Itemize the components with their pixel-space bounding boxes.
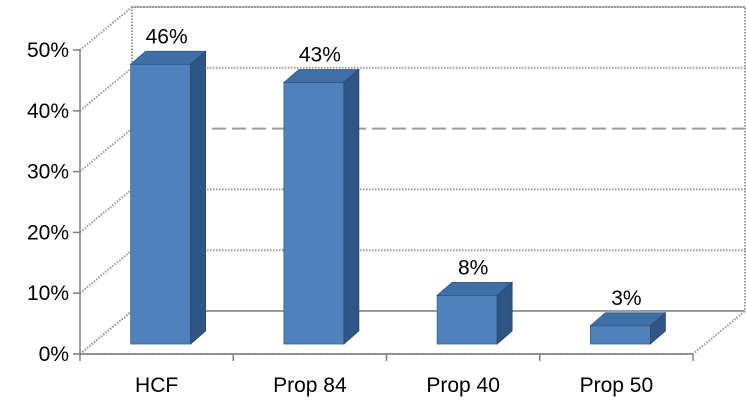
bar-hcf (130, 63, 192, 345)
x-tick-label: Prop 84 (273, 374, 347, 397)
y-tick-label: 0% (39, 343, 69, 366)
bars (129, 50, 667, 345)
gridline-diagonal (79, 6, 133, 51)
bar-prop-50 (589, 325, 651, 345)
x-tick-label: Prop 40 (426, 374, 500, 397)
y-tick-label: 50% (27, 39, 69, 62)
data-label: 8% (458, 256, 488, 279)
y-tick-label: 10% (27, 282, 69, 305)
y-tick-label: 20% (27, 221, 69, 244)
bar-prop-84 (283, 82, 345, 345)
bar-prop-40 (436, 294, 498, 345)
gridline-diagonal (79, 310, 133, 355)
data-label: 43% (299, 44, 341, 67)
data-label: 46% (146, 25, 188, 48)
y-tick-label: 30% (27, 161, 69, 184)
x-tick-label: Prop 50 (580, 374, 654, 397)
gridline-diagonal (79, 127, 133, 173)
gridline-diagonal (79, 67, 133, 112)
data-label: 3% (611, 287, 641, 310)
x-tick-label: HCF (135, 374, 178, 397)
bar-side-face (649, 311, 666, 345)
bar-side-face (190, 50, 207, 345)
gridlines (79, 6, 745, 355)
labels: 46% HCF 43% Prop 84 8% Prop 40 3% Prop 50 (135, 25, 653, 397)
bar-side-face (343, 68, 360, 345)
y-axis: 0% 10% 20% 30% 40% 50% (27, 39, 694, 366)
y-tick-label: 40% (27, 100, 69, 123)
gridline-diagonal (79, 188, 133, 234)
gridline-diagonal (79, 249, 133, 294)
bar-side-face (496, 281, 513, 345)
back-wall-border (131, 6, 746, 311)
